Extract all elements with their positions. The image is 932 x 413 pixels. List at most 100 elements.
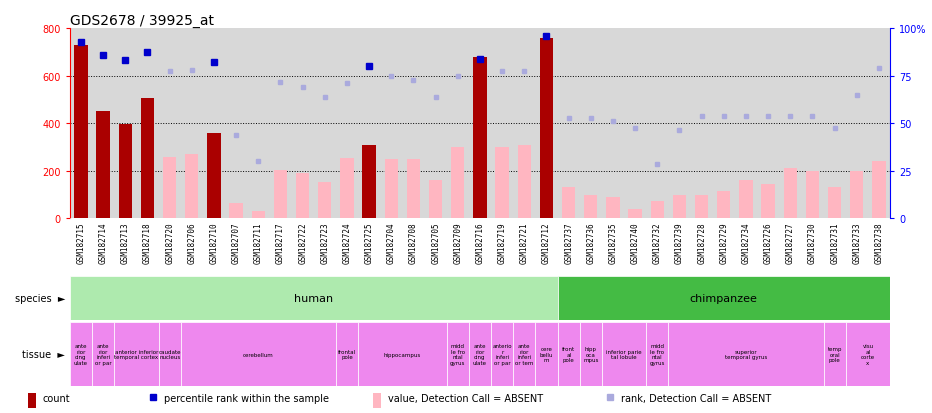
Bar: [469, 322, 491, 386]
Text: GSM182712: GSM182712: [542, 222, 551, 263]
Text: inferior parie
tal lobule: inferior parie tal lobule: [606, 349, 642, 360]
Bar: [628, 209, 642, 219]
Bar: [75, 45, 88, 219]
Text: GSM182711: GSM182711: [254, 222, 263, 263]
Bar: [340, 158, 353, 219]
Bar: [828, 188, 842, 219]
Bar: [673, 195, 686, 219]
Bar: [717, 192, 731, 219]
Bar: [557, 277, 890, 320]
Bar: [535, 322, 557, 386]
Bar: [118, 125, 132, 219]
Text: GSM182714: GSM182714: [99, 222, 108, 263]
Bar: [115, 322, 158, 386]
Text: cerebellum: cerebellum: [243, 351, 274, 357]
Text: species  ►: species ►: [15, 293, 65, 304]
Bar: [695, 195, 708, 219]
Text: GSM182705: GSM182705: [432, 222, 440, 263]
Bar: [517, 145, 531, 219]
Bar: [584, 195, 597, 219]
Text: GSM182706: GSM182706: [187, 222, 197, 263]
Text: caudate
nucleus: caudate nucleus: [158, 349, 181, 360]
Text: GDS2678 / 39925_at: GDS2678 / 39925_at: [70, 14, 214, 28]
Bar: [491, 322, 514, 386]
Bar: [429, 181, 443, 219]
Text: GSM182716: GSM182716: [475, 222, 485, 263]
Text: hipp
oca
mpus: hipp oca mpus: [583, 346, 598, 363]
Text: tissue  ►: tissue ►: [22, 349, 65, 359]
Bar: [407, 159, 420, 219]
Text: GSM182730: GSM182730: [808, 222, 817, 263]
Text: GSM182709: GSM182709: [453, 222, 462, 263]
Text: GSM182737: GSM182737: [564, 222, 573, 263]
Bar: [668, 322, 824, 386]
Text: GSM182710: GSM182710: [210, 222, 218, 263]
Text: ante
rior
cing
ulate: ante rior cing ulate: [74, 343, 88, 366]
Text: GSM182726: GSM182726: [763, 222, 773, 263]
Bar: [557, 322, 580, 386]
Bar: [207, 133, 221, 219]
Text: front
al
pole: front al pole: [562, 346, 575, 363]
Text: GSM182704: GSM182704: [387, 222, 396, 263]
Bar: [97, 112, 110, 219]
Text: GSM182713: GSM182713: [121, 222, 130, 263]
Text: GSM182721: GSM182721: [520, 222, 528, 263]
Bar: [646, 322, 668, 386]
Bar: [784, 169, 797, 219]
Text: GSM182724: GSM182724: [342, 222, 351, 263]
Text: midd
le fro
ntal
gyrus: midd le fro ntal gyrus: [450, 343, 465, 366]
Bar: [514, 322, 535, 386]
Text: count: count: [43, 393, 71, 403]
Bar: [358, 322, 446, 386]
Text: GSM182732: GSM182732: [652, 222, 662, 263]
Text: GSM182731: GSM182731: [830, 222, 839, 263]
Text: GSM182727: GSM182727: [786, 222, 795, 263]
Text: GSM182738: GSM182738: [874, 222, 884, 263]
Text: GSM182729: GSM182729: [720, 222, 728, 263]
Text: value, Detection Call = ABSENT: value, Detection Call = ABSENT: [388, 393, 542, 403]
Bar: [580, 322, 602, 386]
Bar: [385, 159, 398, 219]
Text: superior
temporal gyrus: superior temporal gyrus: [725, 349, 767, 360]
Text: GSM182735: GSM182735: [609, 222, 618, 263]
Bar: [163, 157, 176, 219]
Bar: [28, 393, 35, 408]
Text: hippocampus: hippocampus: [384, 351, 421, 357]
Bar: [451, 147, 464, 219]
Text: frontal
pole: frontal pole: [338, 349, 356, 360]
Bar: [607, 197, 620, 219]
Bar: [806, 171, 819, 219]
Text: anterio
r
inferi
or par: anterio r inferi or par: [492, 343, 512, 366]
Text: temp
oral
pole: temp oral pole: [828, 346, 842, 363]
Bar: [540, 38, 553, 219]
Text: GSM182708: GSM182708: [409, 222, 418, 263]
Bar: [141, 99, 154, 219]
Bar: [181, 322, 336, 386]
Text: GSM182720: GSM182720: [165, 222, 174, 263]
Bar: [850, 171, 863, 219]
Text: ante
rior
inferi
or tem: ante rior inferi or tem: [515, 343, 533, 366]
Bar: [336, 322, 358, 386]
Text: GSM182734: GSM182734: [742, 222, 750, 263]
Bar: [496, 147, 509, 219]
Text: GSM182723: GSM182723: [321, 222, 329, 263]
Text: GSM182715: GSM182715: [76, 222, 86, 263]
Bar: [229, 204, 243, 219]
Text: human: human: [295, 293, 334, 304]
Text: cere
bellu
m: cere bellu m: [540, 346, 554, 363]
Text: GSM182717: GSM182717: [276, 222, 285, 263]
Bar: [70, 322, 92, 386]
Bar: [363, 145, 376, 219]
Text: GSM182728: GSM182728: [697, 222, 706, 263]
Bar: [252, 212, 265, 219]
Text: chimpanzee: chimpanzee: [690, 293, 758, 304]
Text: midd
le fro
ntal
gyrus: midd le fro ntal gyrus: [650, 343, 665, 366]
Text: GSM182722: GSM182722: [298, 222, 308, 263]
Bar: [373, 393, 380, 408]
Text: GSM182707: GSM182707: [232, 222, 240, 263]
Bar: [651, 201, 664, 219]
Text: visu
al
corte
x: visu al corte x: [861, 343, 875, 366]
Bar: [274, 170, 287, 219]
Bar: [602, 322, 646, 386]
Bar: [158, 322, 181, 386]
